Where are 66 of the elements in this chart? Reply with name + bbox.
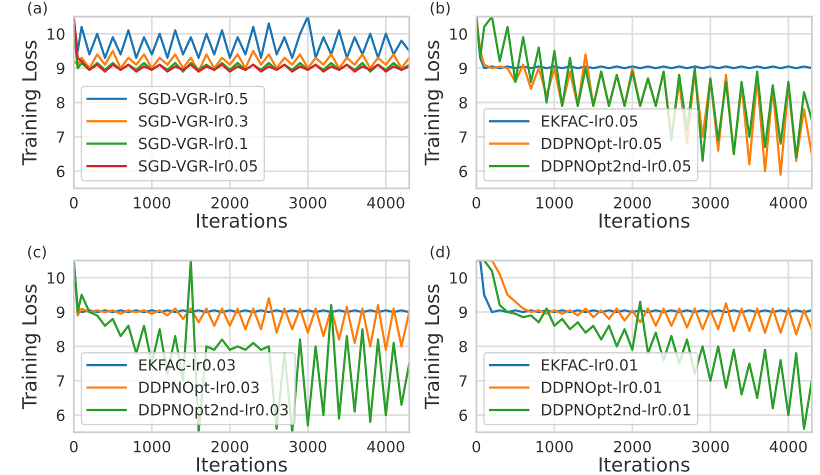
y-tick-label: 7 — [57, 375, 64, 387]
y-axis-title: Training Loss — [424, 40, 444, 166]
chart-title: (b) — [430, 2, 450, 16]
x-axis-title: Iterations — [600, 456, 690, 472]
legend-label: EKFAC-lr0.01 — [542, 358, 638, 371]
y-tick-label: 6 — [56, 166, 65, 178]
legend-label: DDPNOpt-lr0.05 — [542, 137, 662, 152]
x-tick-label: 2000 — [614, 440, 651, 452]
legend-label: DDPNOpt2nd-lr0.03 — [139, 404, 288, 418]
x-axis-title: Iterations — [197, 456, 287, 472]
x-tick-label: 3000 — [692, 440, 729, 452]
y-tick-label: 7 — [57, 132, 64, 143]
x-tick-label: 2000 — [212, 440, 248, 452]
chart-title: (a) — [28, 2, 47, 16]
y-tick-label: 10 — [450, 28, 467, 40]
legend-label: DDPNOpt2nd-lr0.05 — [542, 160, 690, 175]
x-tick-label: 4000 — [770, 196, 807, 209]
x-tick-label: 3000 — [290, 440, 326, 452]
chart-title: (d) — [430, 246, 450, 260]
y-tick-label: 8 — [56, 340, 64, 352]
x-tick-label: 0 — [70, 196, 78, 209]
legend-label: DDPNOpt-lr0.03 — [139, 381, 259, 396]
y-tick-label: 9 — [56, 62, 64, 74]
y-tick-label: 8 — [459, 96, 467, 109]
y-tick-label: 9 — [459, 306, 467, 318]
x-tick-label: 1000 — [536, 196, 573, 209]
x-axis-title: Iterations — [600, 212, 690, 228]
y-tick-label: 6 — [459, 410, 468, 422]
y-tick-label: 6 — [459, 166, 468, 178]
legend-label: EKFAC-lr0.03 — [139, 358, 235, 371]
x-tick-label: 0 — [472, 440, 480, 452]
x-tick-label: 4000 — [770, 440, 807, 452]
legend-label: SGD-VGR-lr0.5 — [138, 92, 248, 104]
x-tick-label: 4000 — [367, 196, 404, 209]
x-tick-label: 0 — [70, 440, 78, 452]
y-tick-label: 10 — [48, 272, 64, 284]
x-tick-label: 0 — [472, 196, 480, 209]
legend-label: SGD-VGR-lr0.1 — [138, 137, 248, 150]
x-tick-label: 2000 — [614, 196, 651, 209]
y-axis-title: Training Loss — [424, 284, 444, 410]
y-tick-label: 9 — [56, 306, 64, 318]
legend-label: SGD-VGR-lr0.05 — [138, 160, 257, 172]
legend-label: DDPNOpt2nd-lr0.01 — [542, 404, 690, 418]
chart-title: (c) — [28, 246, 46, 260]
y-tick-label: 10 — [48, 28, 64, 40]
x-tick-label: 1000 — [536, 440, 573, 452]
x-tick-label: 3000 — [290, 196, 326, 209]
legend-label: EKFAC-lr0.05 — [542, 114, 638, 127]
y-tick-label: 8 — [56, 96, 64, 109]
legend-label: DDPNOpt-lr0.01 — [542, 381, 662, 396]
legend-label: SGD-VGR-lr0.3 — [138, 114, 248, 127]
y-tick-label: 9 — [459, 62, 467, 74]
x-tick-label: 4000 — [367, 440, 404, 452]
y-axis-title: Training Loss — [22, 284, 40, 410]
line-series — [483, 260, 812, 430]
y-tick-label: 10 — [450, 272, 467, 284]
y-tick-label: 8 — [459, 340, 467, 352]
y-tick-label: 7 — [460, 132, 467, 143]
y-tick-label: 7 — [460, 375, 467, 387]
y-axis-title: Training Loss — [22, 40, 40, 166]
y-tick-label: 6 — [56, 410, 65, 422]
x-tick-label: 2000 — [212, 196, 248, 209]
x-tick-label: 1000 — [134, 440, 170, 452]
x-tick-label: 1000 — [134, 196, 170, 209]
x-axis-title: Iterations — [197, 212, 287, 228]
x-tick-label: 3000 — [692, 196, 729, 209]
